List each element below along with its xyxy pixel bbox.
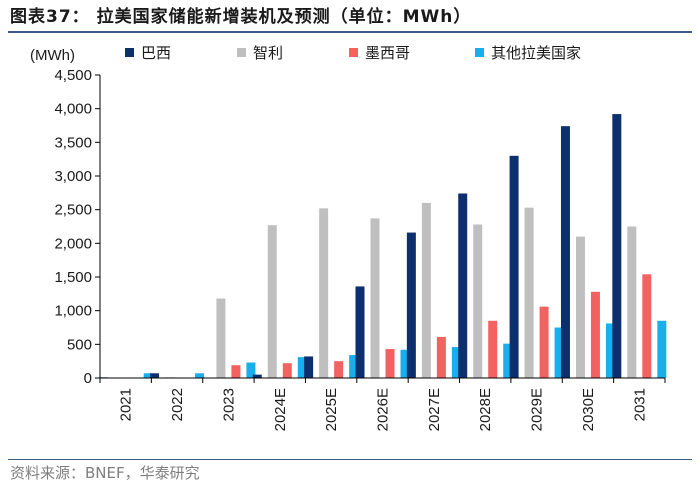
bar-2023-其他拉美国家 [246,362,256,378]
x-tick-label: 2026E [375,388,392,431]
x-tick-label: 2029E [529,388,546,431]
x-tick-label: 2024E [272,388,289,431]
figure-title: 图表37： 拉美国家储能新增装机及预测（单位：MWh） [10,7,472,27]
legend-label-1: 智利 [253,44,283,62]
x-tick-label: 2021 [118,388,135,421]
y-tick-label: 2,500 [54,202,92,219]
y-tick-label: 1,000 [54,303,92,320]
x-tick-label: 2027E [426,388,443,431]
bar-2028E-墨西哥 [488,320,498,378]
bar-2025E-墨西哥 [334,361,344,378]
bar-2025E-智利 [319,208,329,378]
bar-2022-其他拉美国家 [195,373,205,378]
legend-swatch-0 [125,48,134,57]
footer-divider [8,459,692,460]
bar-2026E-墨西哥 [385,349,395,378]
legend-swatch-1 [237,48,246,57]
bar-2029E-巴西 [509,155,519,378]
bar-2031-巴西 [612,114,622,378]
bar-2027E-其他拉美国家 [451,347,461,378]
bar-2028E-智利 [473,224,483,378]
title-divider [8,31,692,33]
x-tick-label: 2028E [477,388,494,431]
legend-label-3: 其他拉美国家 [491,44,581,62]
bar-2027E-墨西哥 [436,336,446,378]
bar-2024E-智利 [267,225,277,378]
bar-2031-墨西哥 [642,274,652,378]
y-tick-label: 4,500 [54,67,92,84]
bar-2024E-墨西哥 [282,363,292,378]
x-tick-label: 2030E [580,388,597,431]
bar-2031-智利 [627,226,637,378]
legend: 巴西 智利 墨西哥 其他拉美国家 [125,44,581,62]
y-tick-label: 0 [84,370,92,387]
bars [98,114,667,378]
y-axis-unit-label: (MWh) [30,47,75,64]
bar-2026E-智利 [370,218,380,378]
x-tick-label: 2022 [169,388,186,421]
bar-2026E-其他拉美国家 [400,349,410,378]
legend-label-0: 巴西 [141,44,171,62]
y-tick-label: 3,000 [54,168,92,185]
bar-2029E-智利 [524,207,534,378]
y-tick-label: 2,000 [54,235,92,252]
bar-2030E-智利 [575,236,585,378]
bar-2028E-巴西 [458,193,468,378]
y-tick-label: 500 [67,336,92,353]
bar-2027E-巴西 [406,232,416,378]
y-tick-label: 1,500 [54,269,92,286]
bar-2030E-墨西哥 [590,291,600,378]
bar-2023-智利 [216,298,226,378]
bar-2029E-其他拉美国家 [554,327,564,378]
x-tick-label: 2025E [323,388,340,431]
bar-2028E-其他拉美国家 [503,343,513,378]
legend-label-2: 墨西哥 [365,44,410,62]
legend-swatch-2 [349,48,358,57]
bar-2029E-墨西哥 [539,306,549,378]
bar-2023-墨西哥 [231,365,241,378]
x-tick-label: 2023 [220,388,237,421]
bar-2030E-巴西 [560,126,570,378]
bar-2024E-巴西 [252,374,262,378]
bar-2027E-智利 [421,202,431,378]
bar-2022-巴西 [150,373,160,378]
y-axis: 0 500 1,000 1,500 2,000 2,500 3,000 3,500 4,000 4… [54,67,101,387]
bar-2026E-巴西 [355,286,365,378]
legend-swatch-3 [475,48,484,57]
x-tick-label: 2031 [631,388,648,421]
bar-2030E-其他拉美国家 [605,323,615,378]
source-note: 资料来源：BNEF，华泰研究 [10,464,200,482]
bar-2024E-其他拉美国家 [297,357,307,378]
bar-2025E-其他拉美国家 [349,355,359,378]
bar-2021-其他拉美国家 [143,373,153,378]
y-tick-label: 4,000 [54,101,92,118]
y-tick-label: 3,500 [54,134,92,151]
bar-2025E-巴西 [304,356,314,378]
bar-2031-其他拉美国家 [657,320,667,378]
x-axis: 2021 2022 2023 2024E 2025E 2026E 2027E 2028E 202… [99,377,666,431]
